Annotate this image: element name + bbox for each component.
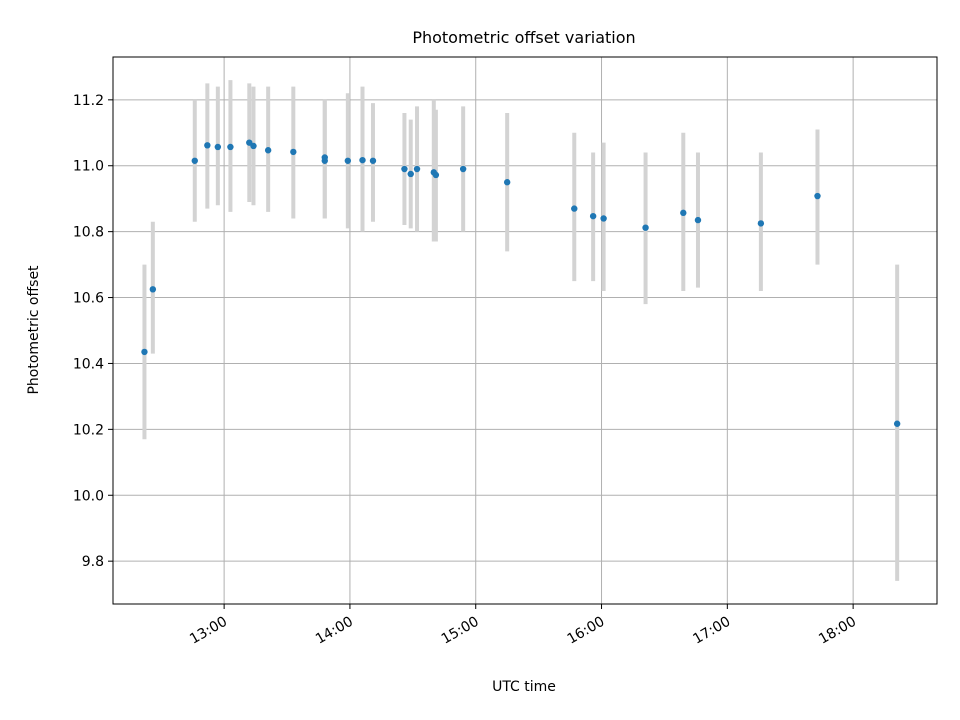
data-point bbox=[227, 143, 234, 151]
data-point bbox=[407, 170, 414, 178]
data-point bbox=[459, 165, 467, 173]
y-tick-label: 10.2 bbox=[73, 422, 104, 438]
data-point bbox=[757, 220, 765, 227]
y-axis-label: Photometric offset bbox=[26, 265, 42, 395]
y-tick-label: 11.2 bbox=[73, 93, 104, 109]
y-tick-label: 9.8 bbox=[82, 554, 104, 570]
data-point bbox=[264, 147, 272, 154]
data-point bbox=[589, 212, 597, 220]
data-point bbox=[642, 224, 649, 231]
data-point bbox=[893, 420, 901, 427]
y-tick-label: 10.6 bbox=[73, 291, 104, 307]
data-point bbox=[600, 215, 607, 222]
data-points bbox=[141, 139, 901, 427]
y-tick-label: 10.0 bbox=[73, 488, 104, 504]
data-point bbox=[369, 157, 377, 164]
data-point bbox=[250, 142, 257, 150]
data-point bbox=[344, 157, 352, 164]
plot-frame bbox=[112, 56, 938, 605]
y-axis-ticks: 9.8 10.0 10.2 10.4 10.6 10.8 11.0 11.2 bbox=[73, 93, 113, 570]
data-point bbox=[359, 156, 366, 164]
data-point bbox=[814, 192, 821, 200]
x-axis-label: UTC time bbox=[492, 679, 556, 695]
data-point bbox=[503, 179, 511, 186]
y-tick-label: 11.0 bbox=[73, 159, 104, 175]
data-point bbox=[149, 286, 157, 293]
data-point bbox=[432, 171, 440, 179]
data-point bbox=[290, 148, 297, 156]
y-tick-label: 10.4 bbox=[73, 356, 104, 372]
data-point bbox=[321, 157, 328, 164]
data-point bbox=[214, 143, 222, 151]
data-point bbox=[694, 216, 702, 224]
data-point bbox=[401, 165, 408, 173]
data-point bbox=[141, 348, 148, 356]
data-point bbox=[680, 209, 687, 217]
data-point bbox=[571, 205, 578, 212]
y-tick-label: 10.8 bbox=[73, 225, 104, 241]
data-point bbox=[413, 165, 421, 173]
chart-title: Photometric offset variation bbox=[412, 28, 635, 47]
data-point bbox=[204, 142, 211, 149]
data-point bbox=[191, 157, 198, 164]
